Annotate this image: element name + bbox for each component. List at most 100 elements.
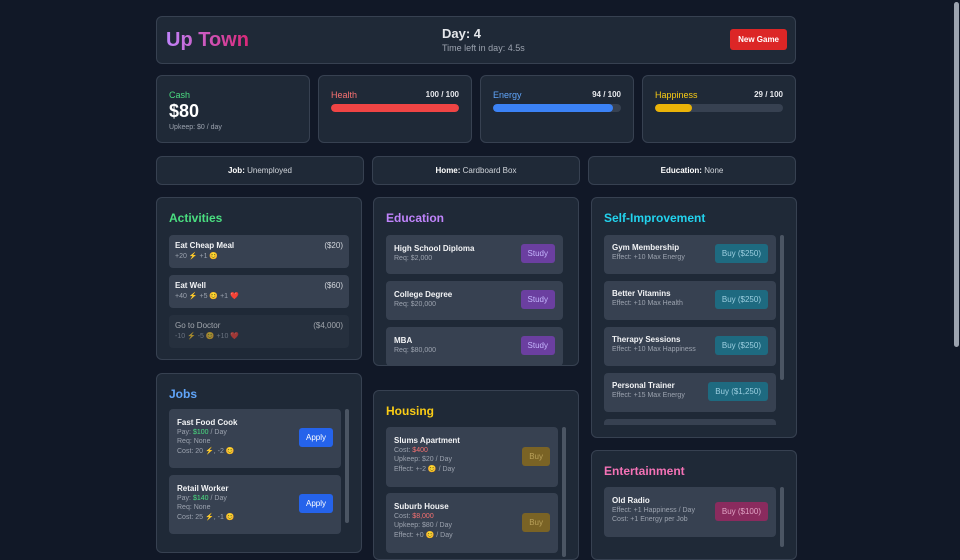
activity-item[interactable]: Eat Well ($60) +40 ⚡ +5 😊 +1 ❤️	[169, 275, 349, 308]
education-name: High School Diploma	[394, 244, 475, 253]
study-button[interactable]: Study	[520, 290, 555, 309]
happiness-label: Happiness	[655, 90, 698, 100]
cost-label: Cost:	[394, 447, 411, 454]
header: Up Town Day: 4 Time left in day: 4.5s Ne…	[156, 16, 796, 64]
activity-cost: ($4,000)	[313, 321, 343, 330]
happiness-value: 29 / 100	[754, 90, 783, 99]
upgrade-name: Personal Trainer	[612, 381, 675, 390]
study-button[interactable]: Study	[520, 336, 555, 355]
housing-effect: Effect: +-2 😊 / Day	[394, 466, 455, 473]
energy-fill	[493, 104, 614, 112]
activity-effect: +20 ⚡ +1 😊	[175, 253, 219, 260]
health-card: Health 100 / 100	[318, 75, 472, 143]
upgrade-effect: Effect: +10 Max Happiness	[612, 346, 696, 353]
education-req: Req: $2,000	[394, 255, 433, 262]
buy-button[interactable]: Buy ($250)	[714, 244, 768, 263]
health-bar	[331, 104, 459, 112]
energy-value: 94 / 100	[592, 90, 621, 99]
pay-unit: / Day	[210, 429, 227, 436]
buy-button[interactable]: Buy	[522, 447, 550, 466]
housing-name: Slums Apartment	[394, 436, 460, 445]
job-name: Fast Food Cook	[177, 418, 238, 427]
activity-cost: ($20)	[324, 241, 343, 250]
home-label: Home:	[435, 166, 461, 175]
education-item: High School Diploma Req: $2,000 Study	[386, 235, 563, 274]
housing-item: Slums Apartment Cost: $400 Upkeep: $20 /…	[386, 427, 558, 487]
upgrade-name: Gym Membership	[612, 243, 680, 252]
page-scrollbar[interactable]	[954, 2, 959, 347]
pay-label: Pay:	[177, 495, 192, 502]
self-improvement-title: Self-Improvement	[604, 211, 706, 225]
entertainment-title: Entertainment	[604, 464, 685, 478]
buy-button[interactable]: Buy ($250)	[714, 336, 768, 355]
job-name: Retail Worker	[177, 484, 229, 493]
housing-title: Housing	[386, 404, 434, 418]
education-item: MBA Req: $80,000 Study	[386, 327, 563, 366]
happiness-card: Happiness 29 / 100	[642, 75, 796, 143]
game-title: Up Town	[166, 29, 249, 51]
upgrade-item: Gym Membership Effect: +10 Max Energy Bu…	[604, 235, 776, 274]
new-game-button[interactable]: New Game	[730, 29, 787, 50]
self-improvement-panel: Self-Improvement Gym Membership Effect: …	[591, 197, 797, 438]
pay-unit: / Day	[210, 495, 227, 502]
job-pay: $100	[192, 429, 209, 436]
housing-panel: Housing Slums Apartment Cost: $400 Upkee…	[373, 390, 579, 560]
buy-button[interactable]: Buy ($100)	[714, 502, 768, 521]
job-label: Job:	[227, 166, 245, 175]
entertainment-panel: Entertainment Old Radio Effect: +1 Happi…	[591, 450, 797, 560]
housing-effect: Effect: +0 😊 / Day	[394, 532, 453, 539]
energy-card: Energy 94 / 100	[480, 75, 634, 143]
time-left: Time left in day: 4.5s	[442, 43, 525, 53]
day-counter: Day: 4	[442, 26, 482, 41]
activity-item-disabled: Go to Doctor ($4,000) -10 ⚡ -5 😊 +10 ❤️	[169, 315, 349, 348]
apply-button[interactable]: Apply	[298, 494, 333, 513]
home-value: Cardboard Box	[462, 166, 517, 175]
upgrade-effect: Effect: +10 Max Energy	[612, 254, 685, 261]
buy-button[interactable]: Buy ($1,250)	[708, 382, 768, 401]
entertainment-item: Old Radio Effect: +1 Happiness / Day Cos…	[604, 487, 776, 537]
job-info: Job: Unemployed	[156, 156, 364, 185]
activity-cost: ($60)	[324, 281, 343, 290]
buy-button[interactable]: Buy	[522, 513, 550, 532]
energy-label: Energy	[493, 90, 522, 100]
entertainment-scrollbar[interactable]	[780, 487, 784, 547]
job-item: Retail Worker Pay: $140 / Day Req: None …	[169, 475, 341, 534]
entertainment-cost: Cost: +1 Energy per Job	[612, 516, 688, 523]
education-req: Req: $20,000	[394, 301, 437, 308]
education-info: Education: None	[588, 156, 796, 185]
job-item: Fast Food Cook Pay: $100 / Day Req: None…	[169, 409, 341, 468]
education-label: Education:	[660, 166, 702, 175]
jobs-scrollbar[interactable]	[345, 409, 349, 523]
activity-item[interactable]: Eat Cheap Meal ($20) +20 ⚡ +1 😊	[169, 235, 349, 268]
entertainment-effect: Effect: +1 Happiness / Day	[612, 507, 695, 514]
upgrade-item: Therapy Sessions Effect: +10 Max Happine…	[604, 327, 776, 366]
housing-name: Suburb House	[394, 502, 449, 511]
happiness-bar	[655, 104, 783, 112]
job-req: Req: None	[177, 504, 211, 511]
job-req: Req: None	[177, 438, 211, 445]
housing-scrollbar[interactable]	[562, 427, 566, 557]
housing-upkeep: Upkeep: $80 / Day	[394, 522, 452, 529]
education-title: Education	[386, 211, 445, 225]
cost-label: Cost:	[394, 513, 411, 520]
upgrade-name: Better Vitamins	[612, 289, 671, 298]
upgrade-item: Personal Trainer Effect: +15 Max Energy …	[604, 373, 776, 412]
education-name: College Degree	[394, 290, 453, 299]
jobs-panel: Jobs Fast Food Cook Pay: $100 / Day Req:…	[156, 373, 362, 553]
energy-bar	[493, 104, 621, 112]
buy-button[interactable]: Buy ($250)	[714, 290, 768, 309]
apply-button[interactable]: Apply	[298, 428, 333, 447]
self-improvement-scrollbar[interactable]	[780, 235, 784, 380]
activity-effect: -10 ⚡ -5 😊 +10 ❤️	[175, 333, 240, 340]
housing-item: Suburb House Cost: $8,000 Upkeep: $80 / …	[386, 493, 558, 553]
happiness-fill	[655, 104, 693, 112]
cash-label: Cash	[169, 90, 191, 100]
study-button[interactable]: Study	[520, 244, 555, 263]
housing-cost: $400	[412, 447, 428, 454]
job-pay: $140	[192, 495, 209, 502]
cash-value: $80	[169, 101, 200, 121]
health-fill	[331, 104, 459, 112]
cash-card: Cash $80 Upkeep: $0 / day	[156, 75, 310, 143]
education-req: Req: $80,000	[394, 347, 437, 354]
entertainment-name: Old Radio	[612, 496, 650, 505]
